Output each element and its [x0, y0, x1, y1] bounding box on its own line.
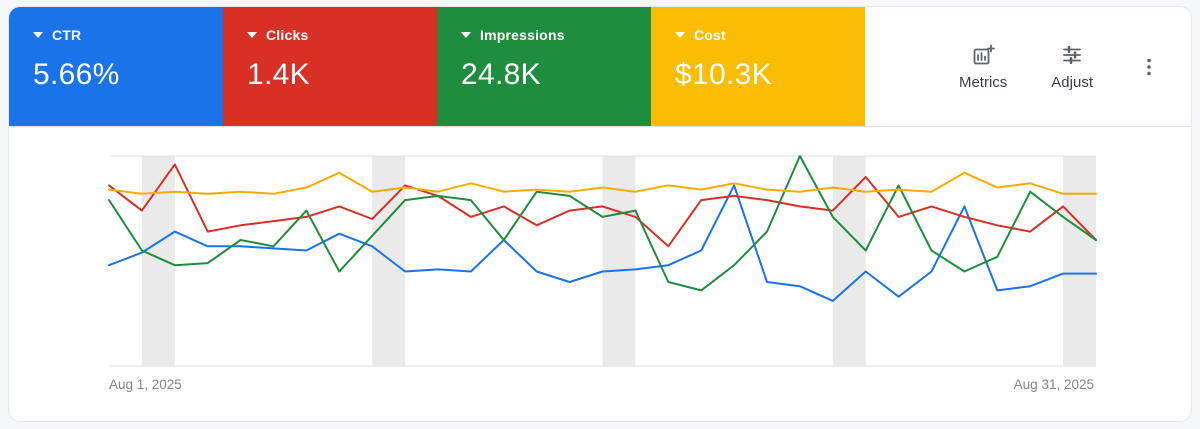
metrics-chart-panel: CTR 5.66% Clicks 1.4K Impressions 24.8K …: [8, 6, 1192, 422]
metric-card-clicks[interactable]: Clicks 1.4K: [223, 7, 437, 126]
metric-label: Impressions: [480, 27, 565, 43]
x-axis-labels: Aug 1, 2025 Aug 31, 2025: [109, 377, 1094, 392]
metric-card-header: CTR: [33, 27, 223, 43]
sliders-icon: [1063, 45, 1082, 64]
time-series-chart: [108, 155, 1097, 367]
metric-card-header: Cost: [675, 27, 865, 43]
metric-card-ctr[interactable]: CTR 5.66%: [9, 7, 223, 126]
chevron-down-icon[interactable]: [461, 32, 471, 38]
metric-value: 1.4K: [247, 58, 310, 91]
metric-label: CTR: [52, 27, 82, 43]
x-axis-end-label: Aug 31, 2025: [1013, 377, 1094, 392]
metric-card-header: Impressions: [461, 27, 651, 43]
three-dot-menu-icon: [1147, 58, 1151, 75]
chevron-down-icon[interactable]: [33, 32, 43, 38]
chevron-down-icon[interactable]: [247, 32, 257, 38]
metric-value: 24.8K: [461, 58, 541, 91]
metric-value: $10.3K: [675, 58, 772, 91]
chart-area: Aug 1, 2025 Aug 31, 2025: [9, 127, 1191, 392]
adjust-button-label: Adjust: [1051, 73, 1093, 91]
metric-card-cost[interactable]: Cost $10.3K: [651, 7, 865, 126]
metrics-chart-plus-icon: [973, 44, 996, 64]
metric-value: 5.66%: [33, 58, 120, 91]
overflow-menu-button[interactable]: [1137, 55, 1161, 79]
metric-label: Cost: [694, 27, 726, 43]
x-axis-start-label: Aug 1, 2025: [109, 377, 182, 392]
metric-card-impressions[interactable]: Impressions 24.8K: [437, 7, 651, 126]
metric-card-header: Clicks: [247, 27, 437, 43]
metrics-button[interactable]: Metrics: [959, 43, 1007, 91]
metrics-button-label: Metrics: [958, 73, 1008, 91]
metric-label: Clicks: [266, 27, 309, 43]
adjust-button[interactable]: Adjust: [1051, 43, 1093, 91]
metric-cards-row: CTR 5.66% Clicks 1.4K Impressions 24.8K …: [9, 7, 1191, 127]
chevron-down-icon[interactable]: [675, 32, 685, 38]
chart-actions: Metrics Adjust: [959, 7, 1191, 126]
